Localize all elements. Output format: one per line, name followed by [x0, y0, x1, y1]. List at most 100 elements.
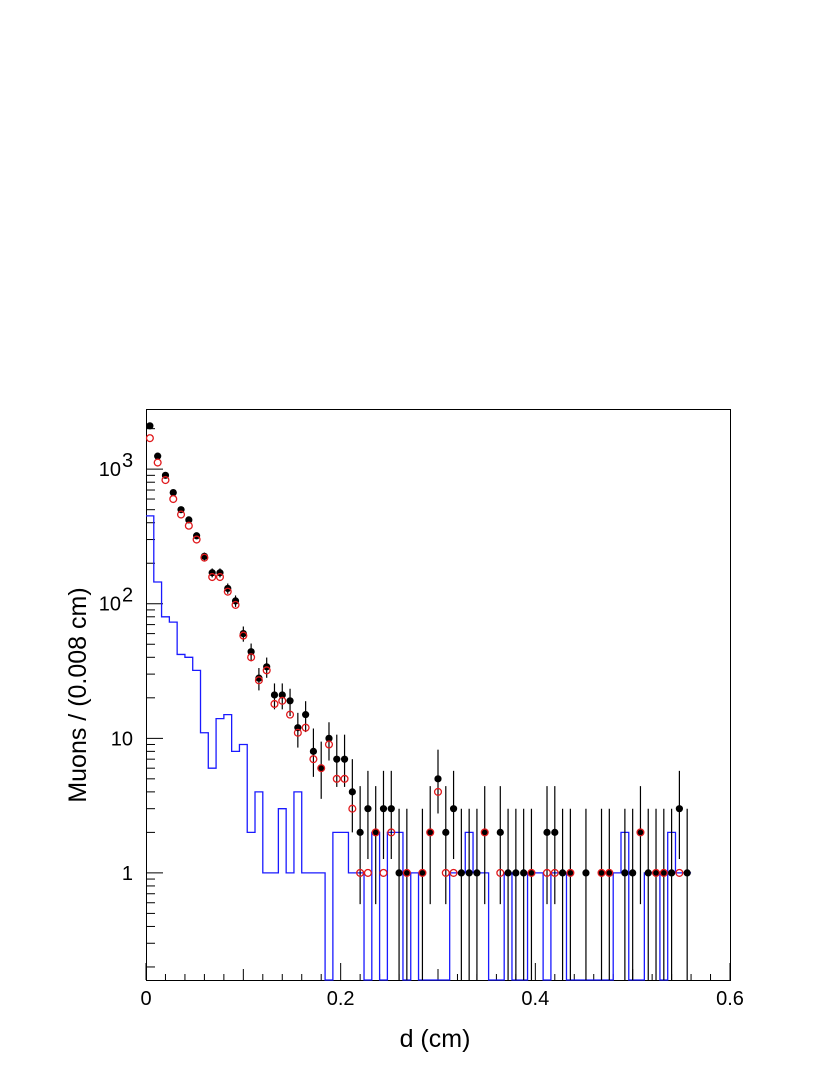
black-data-point	[605, 869, 613, 877]
red-data-point	[418, 868, 427, 877]
red-data-point	[371, 828, 380, 837]
black-data-point	[255, 674, 263, 682]
red-data-point	[176, 510, 186, 519]
black-data-point	[683, 869, 691, 877]
red-data-point	[426, 828, 435, 837]
black-data-point	[512, 869, 520, 877]
y-tick-label: 10	[99, 459, 121, 481]
red-data-point	[270, 699, 279, 709]
red-data-point	[340, 774, 349, 783]
red-data-point	[161, 476, 170, 485]
black-data-point	[543, 828, 551, 836]
black-data-point	[473, 869, 481, 877]
red-data-point	[278, 696, 287, 705]
error-bars	[149, 424, 688, 980]
black-data-point	[566, 869, 574, 877]
red-data-point	[145, 434, 154, 443]
black-data-point	[418, 869, 427, 877]
red-data-point	[231, 600, 240, 609]
red-data-point	[597, 868, 606, 877]
y-tick-label: 1	[122, 863, 133, 885]
red-data-point	[433, 787, 443, 796]
red-data-point	[223, 587, 232, 596]
black-data-point	[582, 869, 590, 877]
red-data-point	[247, 653, 256, 662]
red-data-point	[441, 868, 450, 877]
y-tick-exponent: 3	[122, 450, 133, 472]
black-data-point	[340, 755, 349, 763]
red-data-point	[550, 868, 559, 877]
black-data-point	[675, 805, 683, 813]
red-data-point	[239, 631, 248, 640]
black-data-point	[449, 805, 458, 813]
black-data-point	[286, 697, 294, 705]
black-data-point	[317, 764, 325, 772]
black-data-point	[154, 452, 162, 460]
red-data-point	[200, 553, 209, 562]
black-data-point	[239, 630, 247, 638]
black-data-point	[668, 869, 676, 877]
black-data-point	[636, 828, 645, 836]
black-data-point	[551, 828, 559, 836]
black-data-point	[644, 869, 652, 877]
black-points-series	[146, 422, 691, 877]
black-data-point	[325, 734, 333, 742]
red-data-point	[636, 828, 645, 837]
red-data-point	[675, 868, 684, 877]
black-data-point	[660, 869, 668, 877]
black-data-point	[348, 788, 356, 796]
black-data-point	[442, 828, 450, 836]
red-data-point	[317, 764, 326, 773]
black-data-point	[426, 828, 434, 836]
red-data-point	[402, 868, 411, 877]
black-data-point	[457, 869, 465, 877]
red-data-point	[208, 572, 217, 582]
red-data-point	[192, 535, 201, 544]
red-data-point	[566, 868, 575, 877]
red-data-point	[605, 868, 614, 877]
black-data-point	[169, 488, 177, 497]
black-data-point	[496, 828, 504, 836]
red-data-point	[379, 868, 388, 877]
red-data-point	[254, 676, 263, 685]
black-data-point	[247, 648, 255, 656]
black-data-point	[379, 805, 388, 813]
black-data-point	[146, 422, 154, 430]
black-data-point	[481, 828, 489, 836]
black-data-point	[465, 869, 473, 877]
red-data-point	[496, 868, 505, 877]
black-data-point	[387, 805, 395, 813]
y-tick-exponent: 2	[122, 585, 133, 607]
black-data-point	[372, 828, 380, 836]
red-data-point	[449, 868, 458, 877]
red-data-point	[262, 666, 271, 675]
y-axis-title: Muons / (0.008 cm)	[64, 587, 92, 802]
red-data-point	[293, 728, 302, 737]
black-data-point	[434, 775, 442, 783]
axis-ticks	[145, 428, 731, 980]
red-data-point	[651, 868, 661, 877]
red-data-point	[324, 740, 334, 749]
red-data-point	[215, 572, 225, 582]
red-data-point	[309, 755, 318, 764]
x-axis-title: d (cm)	[400, 1025, 471, 1053]
red-data-point	[332, 774, 341, 783]
black-data-point	[270, 691, 279, 699]
black-data-point	[309, 747, 318, 755]
black-data-point	[527, 869, 536, 877]
black-data-point	[185, 516, 193, 524]
red-data-point	[542, 868, 552, 877]
red-data-point	[387, 828, 396, 837]
black-data-point	[333, 755, 341, 763]
black-data-point	[278, 691, 286, 699]
black-data-point	[558, 869, 567, 877]
black-data-point	[621, 869, 629, 877]
x-tick-labels: 0 0.2 0.4 0.6	[140, 988, 743, 1010]
red-data-point	[286, 710, 295, 719]
black-data-point	[520, 869, 528, 877]
red-data-point	[480, 828, 489, 837]
plot-frame	[146, 409, 731, 981]
red-data-point	[356, 868, 365, 877]
